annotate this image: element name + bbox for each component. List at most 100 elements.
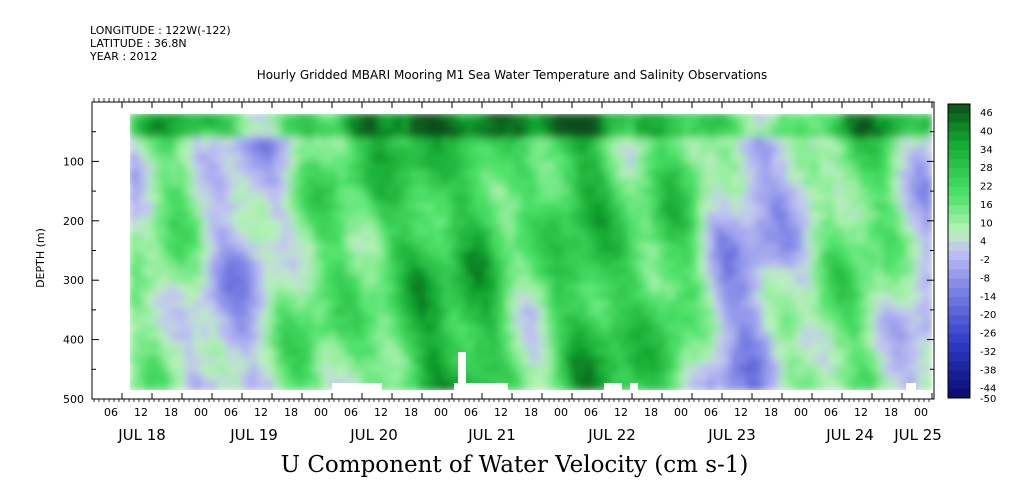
heat-cell [297,218,308,229]
heat-cell [818,218,829,229]
heat-cell [826,259,837,270]
heat-cell [874,129,885,140]
x-day-label: JUL 20 [349,426,398,444]
heat-cell [425,145,436,156]
heat-cell [658,340,669,351]
heat-cell [329,194,340,205]
heat-cell [842,242,853,253]
heat-cell [409,234,420,245]
heat-cell [690,129,701,140]
heat-cell [169,340,180,351]
heat-cell [666,137,677,148]
heat-cell [858,267,869,278]
heat-cell [602,121,613,132]
heat-cell [842,129,853,140]
heat-cell [898,202,909,213]
heat-cell [130,210,139,221]
heat-cell [225,169,236,180]
heat-cell [818,275,829,286]
heat-cell [225,307,236,318]
heat-cell [297,153,308,164]
heat-cell [337,242,348,253]
heat-cell [514,291,524,302]
heat-cell [297,364,308,375]
heat-cell [754,324,765,335]
heat-cell [634,251,645,262]
heat-cell [145,259,155,270]
heat-cell [858,364,869,375]
heat-cell [457,332,468,343]
heat-cell [265,267,276,278]
heat-cell [209,267,220,278]
heat-cell [130,275,139,286]
heat-cell [329,356,340,367]
heat-cell [754,137,765,148]
heat-cell [626,356,637,367]
heat-cell [489,121,500,132]
heat-cell [754,145,765,156]
heat-cell [369,202,380,213]
heat-cell [241,226,252,237]
heat-cell [409,372,420,383]
heat-cell [754,218,765,229]
heat-cell [834,315,845,326]
heat-cell [610,202,621,213]
heat-cell [778,129,789,140]
heat-cell [130,315,139,326]
heat-cell [778,242,789,253]
heat-cell [682,291,693,302]
heat-cell [570,315,581,326]
heat-cell [289,194,300,205]
heat-cell [786,210,797,221]
heat-cell [289,259,300,270]
heat-cell [554,242,565,253]
heat-cell [281,137,292,148]
heat-cell [730,114,741,124]
heat-cell [923,251,932,262]
heat-cell [690,259,701,270]
heat-cell [826,267,837,278]
heat-cell [505,194,516,205]
heat-cell [473,234,484,245]
heat-cell [345,234,356,245]
heat-cell [465,307,476,318]
heat-cell [682,137,693,148]
heat-cell [337,218,348,229]
heat-cell [497,194,508,205]
heat-cell [706,114,717,124]
heat-cell [289,324,300,335]
heat-cell [465,137,476,148]
heat-cell [690,324,701,335]
heat-cell [449,218,460,229]
heat-cell [530,267,540,278]
heat-cell [417,372,428,383]
heat-cell [698,161,709,172]
heat-cell [465,348,476,359]
heat-cell [273,161,284,172]
heat-cell [698,348,709,359]
heat-cell [906,283,917,294]
heat-cell [249,121,260,132]
heat-cell [137,177,147,188]
heat-cell [145,356,155,367]
heat-cell [409,129,420,140]
heat-cell [273,275,284,286]
heat-cell [818,186,829,197]
heat-cell [530,356,540,367]
heat-cell [321,283,332,294]
colorbar-swatch [948,278,970,289]
heat-cell [457,291,468,302]
heat-cell [353,324,364,335]
heat-cell [265,194,276,205]
heat-cell [794,324,805,335]
heat-cell [377,177,388,188]
heat-cell [754,234,765,245]
heat-cell [217,259,228,270]
heat-cell [249,161,260,172]
heat-cell [538,340,548,351]
heat-cell [217,186,228,197]
heat-cell [898,177,909,188]
heat-cell [289,121,300,132]
heat-cell [778,283,789,294]
